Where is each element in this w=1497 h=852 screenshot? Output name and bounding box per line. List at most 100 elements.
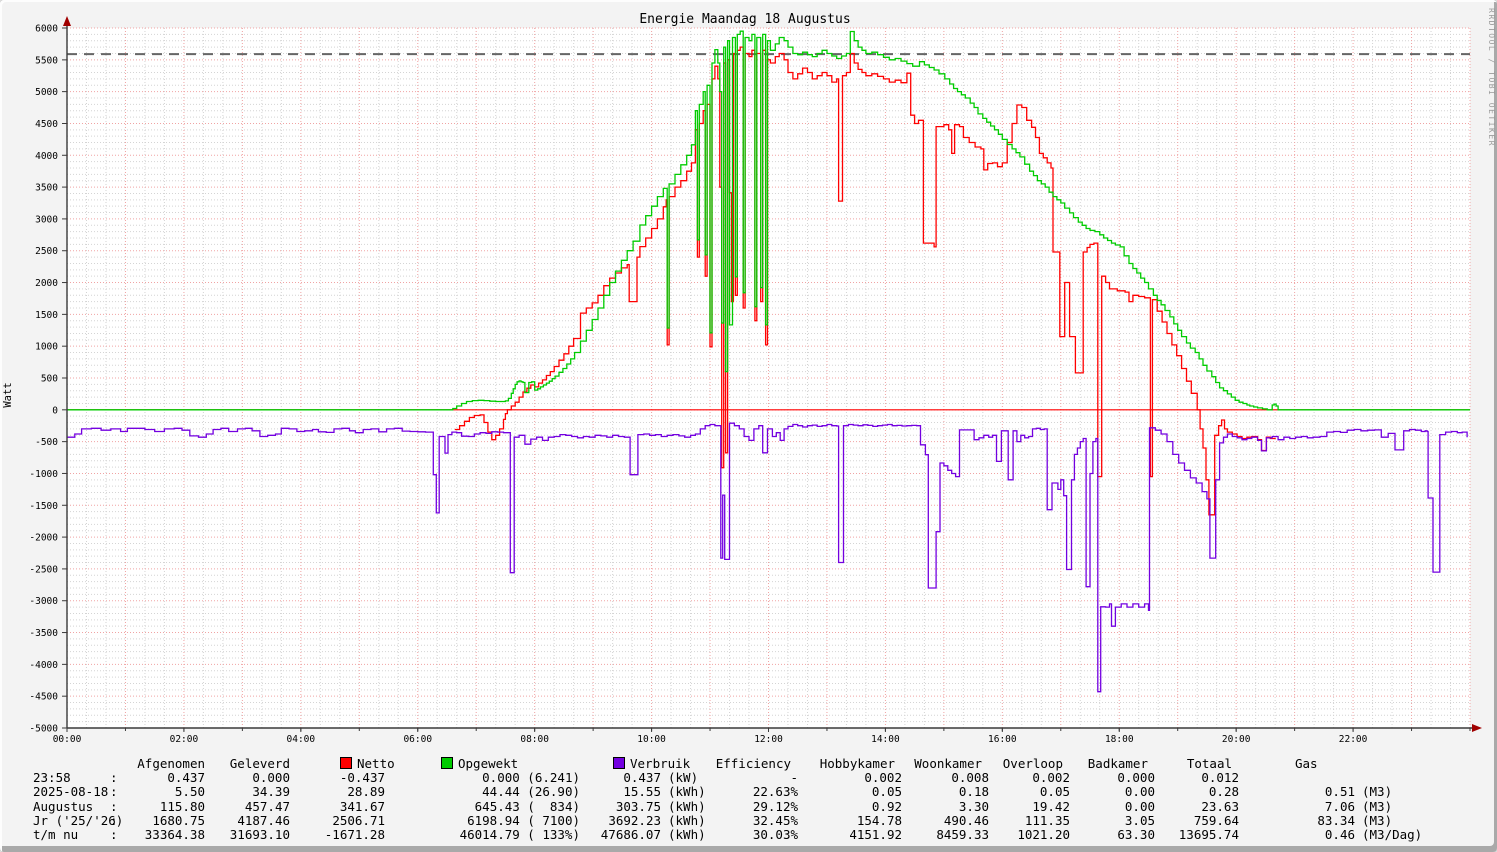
header-gas: Gas: [1295, 756, 1318, 771]
cell-netto: 341.67: [339, 798, 385, 814]
x-tick-label: 00:00: [53, 734, 82, 745]
cell-efficiency: -: [790, 770, 798, 786]
cell-woonkamer: 0.18: [958, 784, 989, 800]
x-tick-label: 12:00: [754, 734, 783, 745]
y-axis-title: Watt: [2, 382, 14, 407]
y-tick-label: -2500: [29, 564, 58, 575]
table-row: Augustus: 115.80 457.47 341.67 645.43 ( 834)…: [0, 798, 1497, 814]
y-tick-label: 500: [41, 374, 58, 385]
x-tick-label: 18:00: [1105, 734, 1134, 745]
cell-colon: :: [110, 784, 118, 800]
cell-verbruik_unit: (kWh): [668, 812, 706, 828]
cell-verbruik_num: 15.55: [623, 784, 661, 800]
x-tick-label: 16:00: [988, 734, 1017, 745]
x-tick-label: 10:00: [637, 734, 666, 745]
y-tick-label: 2500: [35, 246, 58, 257]
y-tick-label: -500: [35, 437, 58, 448]
cell-hobbykamer: 0.05: [871, 784, 902, 800]
cell-netto: -1671.28: [324, 826, 385, 842]
header-afgenomen: Afgenomen: [137, 756, 205, 771]
cell-efficiency: 30.03%: [752, 826, 798, 842]
cell-opgewekt: 46014.79 ( 133%): [459, 826, 580, 842]
legend-swatch-icon: [613, 757, 625, 769]
cell-verbruik_unit: (kWh): [668, 826, 706, 842]
cell-totaal: 0.28: [1208, 784, 1239, 800]
cell-gas_num: 83.34: [1317, 812, 1355, 828]
cell-geleverd: 457.47: [244, 798, 290, 814]
y-axis-arrow-icon: [63, 16, 71, 26]
cell-opgewekt: 6198.94 ( 7100): [467, 812, 580, 828]
y-tick-label: 6000: [35, 24, 58, 35]
cell-woonkamer: 3.30: [958, 798, 989, 814]
y-tick-label: 1500: [35, 310, 58, 321]
cell-efficiency: 22.63%: [752, 784, 798, 800]
y-tick-label: 1000: [35, 342, 58, 353]
cell-label: Augustus: [33, 798, 94, 814]
cell-colon: :: [110, 812, 118, 828]
x-tick-label: 04:00: [287, 734, 316, 745]
cell-opgewekt: 645.43 ( 834): [474, 798, 580, 814]
y-tick-label: 0: [52, 405, 58, 416]
series-opgewekt: [67, 30, 1470, 411]
cell-totaal: 13695.74: [1178, 826, 1239, 842]
cell-badkamer: 0.000: [1117, 770, 1155, 786]
cell-verbruik_num: 47686.07: [600, 826, 661, 842]
cell-verbruik_unit: (kWh): [668, 798, 706, 814]
table-row: 23:58: 0.437 0.000 -0.437 0.000 (6.241) 0.437…: [0, 770, 1497, 786]
x-tick-label: 20:00: [1222, 734, 1251, 745]
cell-gas_unit: (M3/Dag): [1362, 826, 1423, 842]
cell-afgenomen: 115.80: [159, 798, 205, 814]
header-overloop: Overloop: [1002, 756, 1063, 771]
y-tick-label: 3000: [35, 214, 58, 225]
cell-woonkamer: 8459.33: [936, 826, 989, 842]
y-tick-label: -2000: [29, 533, 58, 544]
cell-gas_unit: (M3): [1362, 812, 1393, 828]
cell-overloop: 19.42: [1032, 798, 1070, 814]
y-tick-label: 5000: [35, 87, 58, 98]
plot-area: -5000-4500-4000-3500-3000-2500-2000-1500…: [29, 16, 1482, 745]
cell-gas_num: [1239, 771, 1355, 785]
cell-gas_num: 0.46: [1324, 826, 1355, 842]
y-tick-label: -5000: [29, 724, 58, 735]
cell-woonkamer: 0.008: [951, 770, 989, 786]
header-geleverd: Geleverd: [229, 756, 290, 771]
cell-badkamer: 3.05: [1124, 812, 1155, 828]
cell-totaal: 23.63: [1201, 798, 1239, 814]
cell-woonkamer: 490.46: [943, 812, 989, 828]
cell-efficiency: 32.45%: [752, 812, 798, 828]
header-hobbykamer: Hobbykamer: [819, 756, 895, 771]
cell-geleverd: 34.39: [252, 784, 290, 800]
y-tick-label: -1000: [29, 469, 58, 480]
x-tick-label: 14:00: [871, 734, 900, 745]
cell-colon: :: [110, 826, 118, 842]
cell-overloop: 0.05: [1039, 784, 1070, 800]
cell-hobbykamer: 154.78: [856, 812, 902, 828]
cell-colon: :: [110, 770, 118, 786]
header-spacer: [110, 757, 120, 771]
header-spacer: [33, 757, 110, 771]
table-row: Jr ('25/'26): 1680.75 4187.46 2506.71 6198.9…: [0, 812, 1497, 828]
cell-gas_unit: (M3): [1362, 798, 1393, 814]
y-tick-label: 4500: [35, 119, 58, 130]
cell-geleverd: 4187.46: [237, 812, 290, 828]
x-tick-label: 22:00: [1339, 734, 1368, 745]
header-badkamer: Badkamer: [1087, 756, 1148, 771]
y-tick-label: 3500: [35, 183, 58, 194]
cell-gas_num: 0.51: [1324, 784, 1355, 800]
cell-hobbykamer: 0.002: [864, 770, 902, 786]
y-tick-label: -3500: [29, 628, 58, 639]
cell-afgenomen: 33364.38: [144, 826, 205, 842]
header-verbruik: Verbruik: [580, 756, 697, 771]
header-netto: Netto: [290, 756, 395, 771]
energy-chart: Energie Maandag 18 Augustus Watt RRDTOOL…: [2, 8, 1496, 745]
table-row: 2025-08-18: 5.50 34.39 28.89 44.44 (26.90) 15…: [0, 785, 1497, 799]
cell-netto: 28.89: [347, 784, 385, 800]
cell-overloop: 111.35: [1024, 812, 1070, 828]
cell-hobbykamer: 0.92: [871, 798, 902, 814]
x-axis-arrow-icon: [1472, 724, 1482, 732]
y-tick-label: -4500: [29, 692, 58, 703]
cell-totaal: 759.64: [1193, 812, 1239, 828]
series-netto: [454, 46, 1276, 516]
cell-netto: -0.437: [339, 770, 385, 786]
